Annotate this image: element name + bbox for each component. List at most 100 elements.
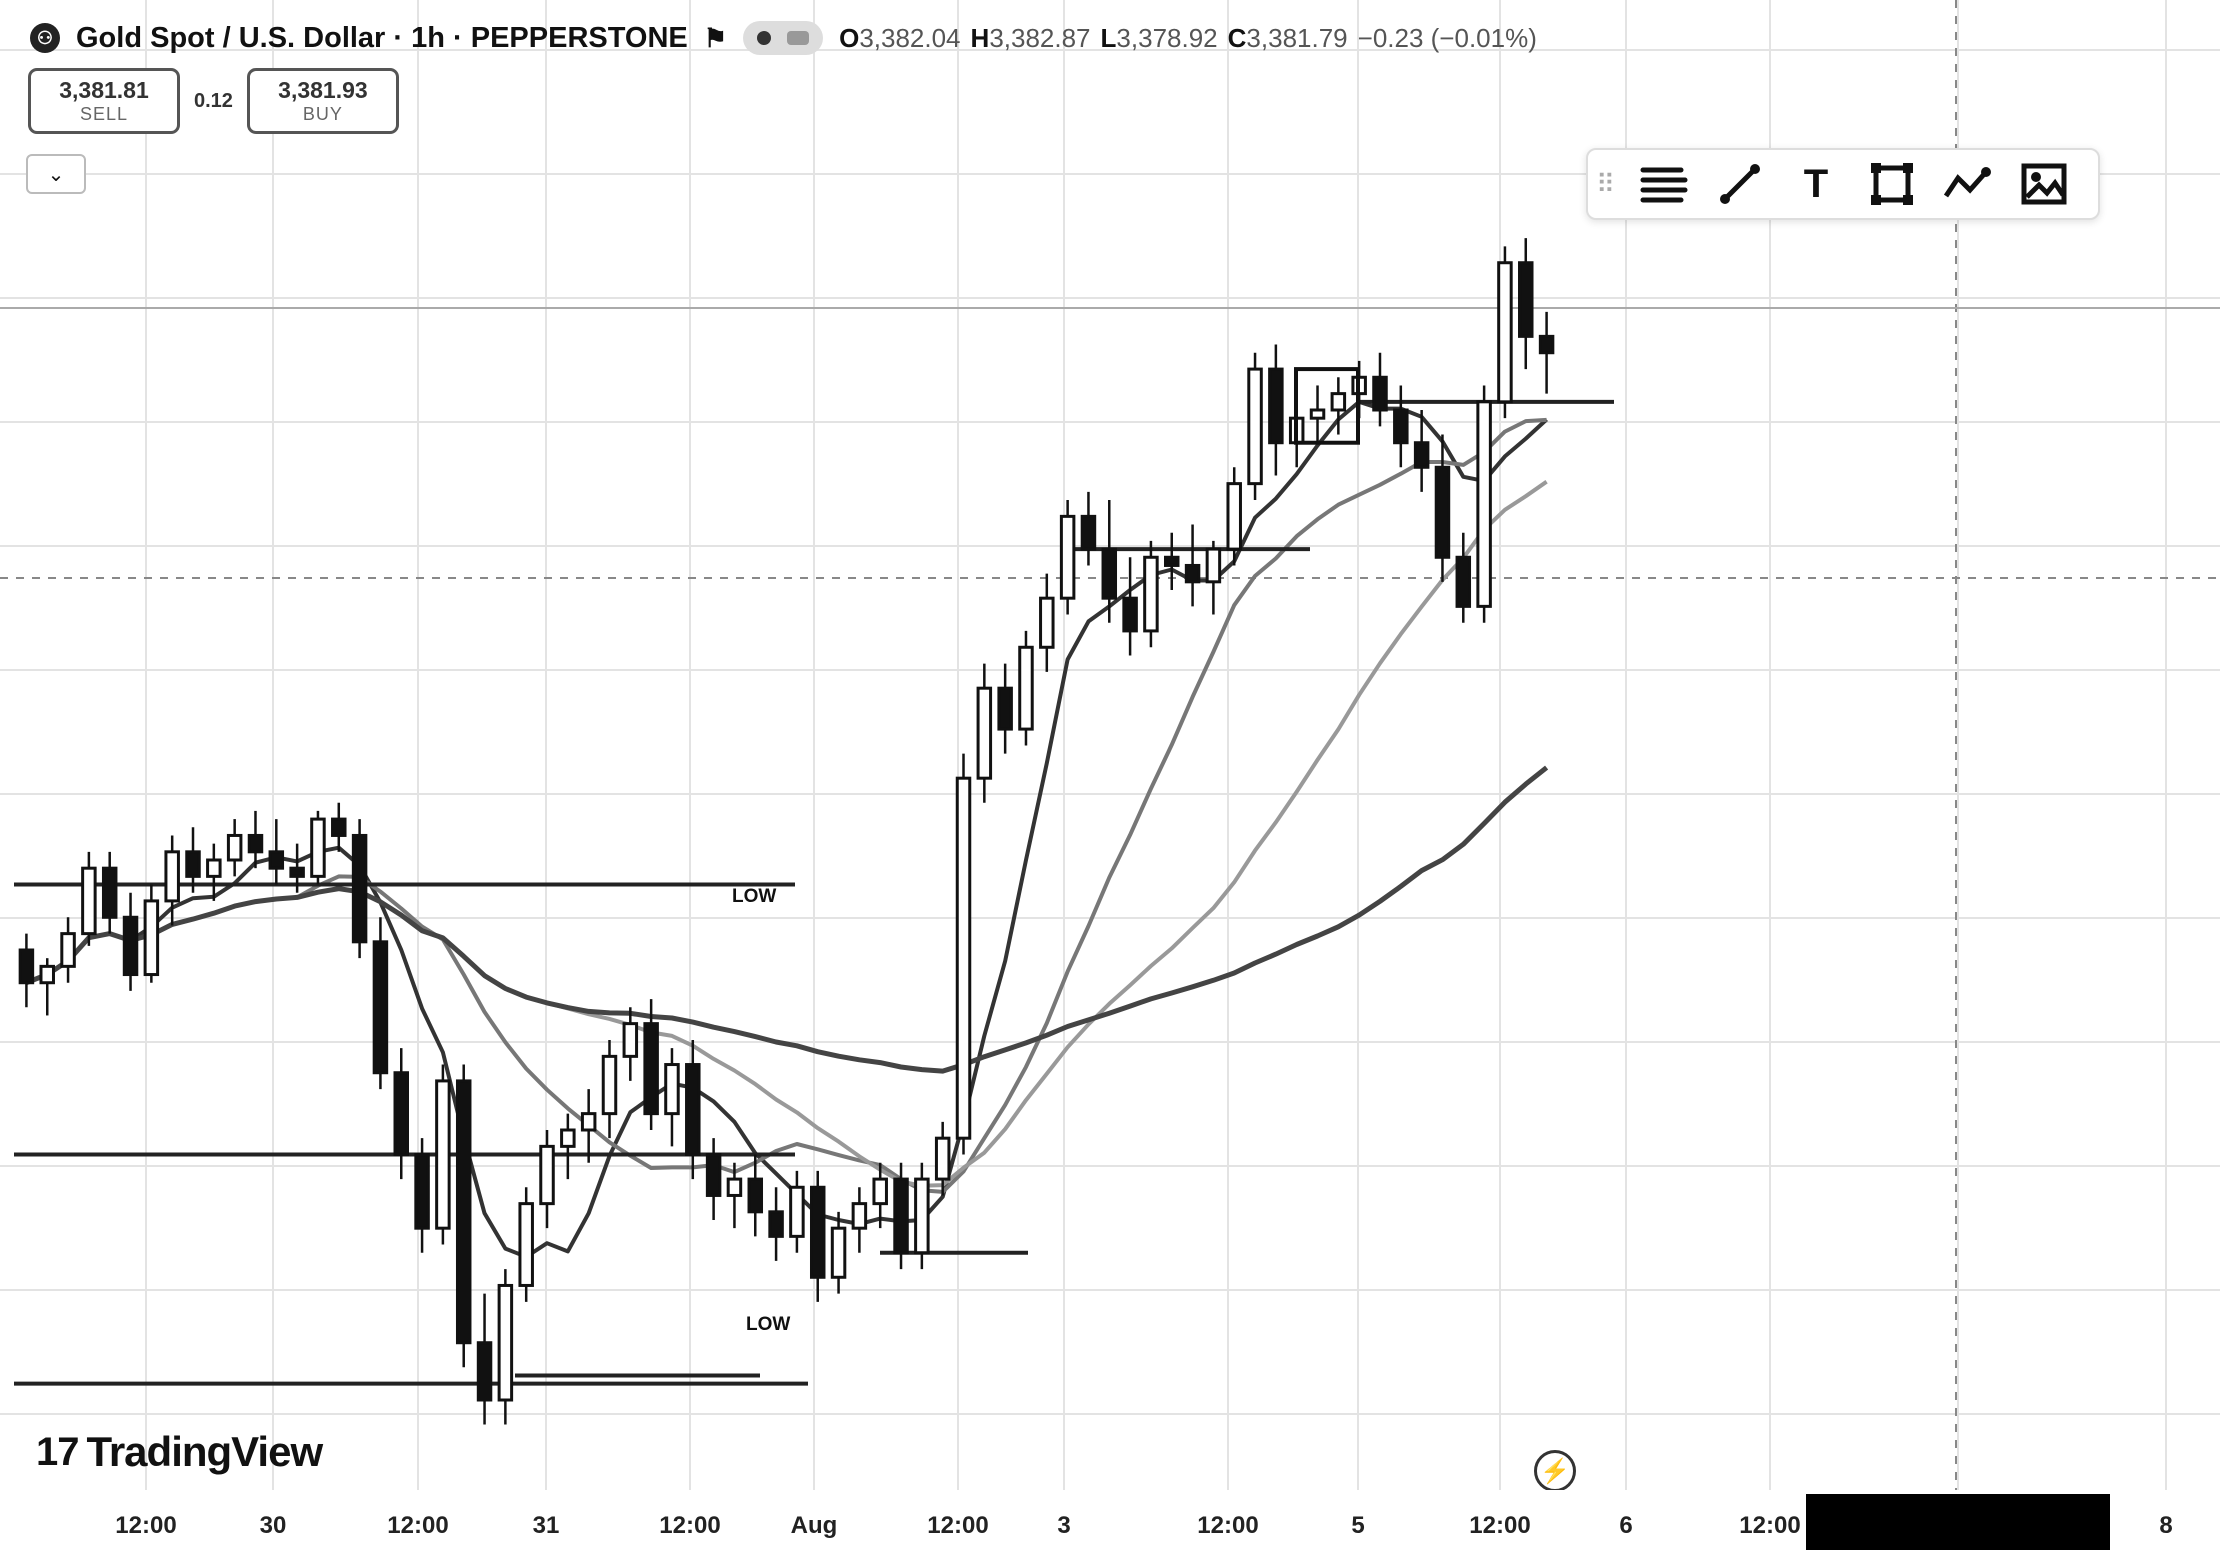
candle-body-66	[1393, 408, 1409, 445]
trendline-icon[interactable]	[1714, 158, 1766, 210]
candle-body-49	[1039, 596, 1055, 649]
candle-body-31	[664, 1063, 680, 1116]
candle-body-8	[185, 850, 201, 878]
compass-icon[interactable]: ⚡	[1534, 1450, 1576, 1492]
candle-body-59	[1247, 367, 1263, 486]
x-tick-label-13: 8	[2159, 1512, 2173, 1539]
candle-body-12	[268, 850, 285, 870]
rectangle-icon[interactable]	[1866, 158, 1918, 210]
candle-body-58	[1226, 482, 1242, 551]
x-tick-label-11: 6	[1619, 1512, 1633, 1539]
x-tick-label-5: Aug	[790, 1512, 838, 1539]
candle-body-60	[1268, 367, 1284, 445]
symbol-title[interactable]: Gold Spot / U.S. Dollar · 1h · PEPPERSTO…	[76, 21, 688, 54]
candle-body-25	[539, 1144, 555, 1206]
x-tick-label-8: 12:00	[1197, 1512, 1259, 1539]
tradingview-logo[interactable]: 17 TradingView	[36, 1428, 324, 1476]
candle-body-38	[809, 1185, 826, 1279]
candle-body-57	[1205, 547, 1222, 584]
candle-body-65	[1372, 375, 1388, 412]
chart-header: ⚇ Gold Spot / U.S. Dollar · 1h · PEPPERS…	[30, 16, 1537, 60]
candle-body-9	[206, 858, 222, 878]
candle-body-62	[1309, 408, 1326, 420]
close-label: C	[1227, 22, 1247, 53]
candle-body-17	[372, 940, 389, 1075]
candle-body-26	[560, 1128, 576, 1148]
indicator-visibility-toggle[interactable]	[743, 21, 824, 55]
low-label: L	[1100, 22, 1117, 53]
candle-body-15	[331, 817, 347, 837]
candle-body-35	[747, 1177, 764, 1214]
grip-icon[interactable]: ⠿	[1596, 168, 1616, 199]
ma-medium-line	[25, 417, 1547, 1194]
candle-body-43	[914, 1177, 930, 1255]
flag-icon[interactable]: ⚑	[703, 22, 728, 53]
candle-body-47	[997, 686, 1013, 731]
image-icon[interactable]	[2018, 158, 2070, 210]
candle-body-23	[497, 1283, 514, 1402]
sell-price: 3,381.81	[59, 77, 149, 103]
collapse-legend-button[interactable]: ⌄	[26, 154, 86, 194]
candle-body-0	[18, 948, 35, 985]
x-tick-label-4: 12:00	[659, 1512, 721, 1539]
candle-body-20	[435, 1079, 451, 1230]
close-value: 3,381.79	[1246, 22, 1348, 53]
candle-body-54	[1143, 555, 1159, 633]
buy-price: 3,381.93	[278, 77, 368, 103]
spread-value: 0.12	[194, 89, 233, 112]
candle-body-11	[247, 833, 264, 854]
x-tick-label-12: 12:00	[1739, 1512, 1801, 1539]
candle-body-55	[1164, 555, 1180, 567]
candle-body-4	[101, 866, 118, 919]
candle-body-52	[1101, 547, 1118, 600]
consolidation-box	[1294, 367, 1360, 445]
high-label: H	[970, 22, 990, 53]
candle-body-6	[143, 899, 160, 977]
candle-body-42	[893, 1177, 909, 1255]
chevron-down-icon: ⌄	[47, 163, 65, 186]
buy-button[interactable]: 3,381.93 BUY	[246, 68, 399, 134]
drawing-toolbar: ⠿ T	[1586, 148, 2100, 220]
redacted-area	[1806, 1494, 2110, 1550]
open-value: 3,382.04	[859, 22, 961, 53]
path-icon[interactable]	[1942, 158, 1994, 210]
candle-body-40	[851, 1202, 868, 1230]
candle-body-22	[476, 1341, 493, 1402]
candle-body-24	[518, 1202, 534, 1287]
candle-body-28	[601, 1054, 618, 1116]
multiline-icon[interactable]	[1638, 158, 1690, 210]
tradingview-mark: 17	[36, 1429, 79, 1474]
tradingview-wordmark: TradingView	[86, 1428, 324, 1475]
candle-body-36	[768, 1210, 784, 1238]
text-icon[interactable]: T	[1803, 161, 1829, 206]
candle-body-50	[1059, 514, 1076, 600]
candle-body-30	[643, 1022, 659, 1116]
x-tick-label-2: 12:00	[387, 1512, 449, 1539]
candle-body-46	[976, 686, 993, 780]
candle-body-72	[1518, 261, 1534, 338]
candle-body-69	[1455, 555, 1472, 608]
candle-body-33	[705, 1153, 722, 1197]
candle-body-29	[622, 1022, 639, 1058]
candle-body-45	[955, 776, 972, 1140]
symbol-logo-icon[interactable]: ⚇	[30, 23, 60, 53]
x-tick-label-1: 30	[259, 1512, 287, 1539]
x-tick-label-3: 31	[532, 1512, 560, 1539]
candle-body-48	[1018, 645, 1034, 731]
candle-body-51	[1080, 514, 1097, 551]
ohlc-readout: O3,382.04 H3,382.87 L3,378.92 C3,381.79 …	[839, 23, 1537, 54]
candle-body-1	[39, 964, 55, 985]
candle-body-70	[1476, 400, 1492, 608]
candle-body-2	[60, 932, 76, 968]
x-tick-label-6: 12:00	[927, 1512, 989, 1539]
sell-label: SELL	[79, 104, 129, 124]
candle-body-19	[414, 1153, 430, 1230]
sell-button[interactable]: 3,381.81 SELL	[28, 68, 180, 134]
candle-body-41	[872, 1177, 888, 1206]
candle-body-56	[1184, 563, 1201, 584]
candle-body-5	[122, 915, 139, 977]
buy-label: BUY	[302, 104, 343, 124]
candle-body-21	[455, 1079, 472, 1345]
